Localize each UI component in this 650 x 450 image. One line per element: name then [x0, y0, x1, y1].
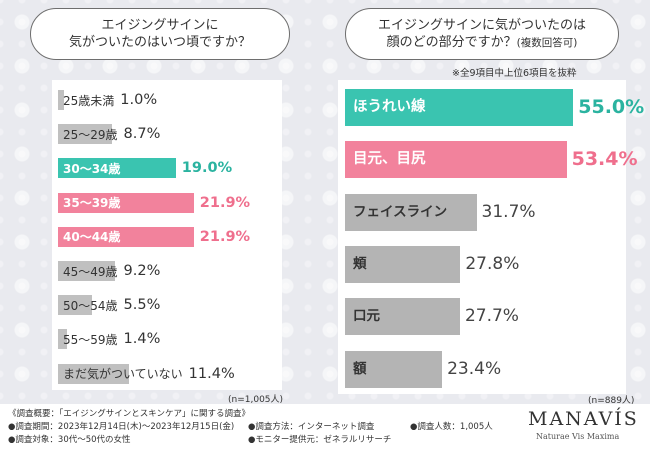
face-area-category-label: フェイスライン [353, 203, 448, 220]
top-items-note: ※全9項目中上位6項目を抜粋 [452, 68, 577, 79]
age-bar-row: 25歳未満 1.0% [58, 90, 157, 110]
age-bar-row: 30〜34歳 19.0% [58, 158, 232, 179]
brand-tagline: Naturae Vis Maxima [536, 432, 620, 441]
face-area-value-label: 31.7% [481, 201, 536, 222]
age-bar-row: まだ気がついていない 11.4% [58, 363, 235, 384]
age-bar [58, 90, 65, 110]
survey-provider: ●モニター提供元：ゼネラルリサーチ [248, 435, 392, 445]
right-question-bubble: エイジングサインに気がついたのは 顔のどの部分ですか？(複数回答可) [345, 8, 619, 60]
age-value-label: 1.0% [120, 92, 158, 108]
face-area-category-label: 口元 [353, 308, 380, 325]
age-bar-row: 55〜59歳 1.4% [58, 329, 160, 350]
age-bar [58, 226, 194, 247]
survey-footer: 《調査概要：「エイジングサインとスキンケア」に関する調査》 ●調査期間：2023… [0, 404, 650, 450]
right-sample-size: (n=889人) [588, 396, 635, 406]
survey-period: ●調査期間：2023年12月14日(木)〜2023年12月15日(金) [8, 422, 235, 432]
face-area-category-label: 目元、目尻 [353, 151, 426, 168]
left-question-line2: 気がついたのはいつ頃ですか？ [68, 35, 251, 50]
age-bar-row: 40〜44歳 21.9% [58, 226, 250, 247]
age-category-label: 25歳未満 [63, 93, 115, 108]
age-category-label: 25〜29歳 [63, 127, 118, 142]
face-area-bar [345, 89, 574, 126]
survey-target: ●調査対象：30代〜50代の女性 [8, 435, 131, 445]
age-bar-row: 25〜29歳 8.7% [58, 124, 160, 145]
age-bar [58, 329, 67, 350]
right-question-note: (複数回答可) [516, 36, 578, 49]
age-value-label: 5.5% [123, 297, 161, 314]
age-value-label: 8.7% [123, 126, 161, 143]
age-bar [58, 261, 116, 281]
brand-logo: MANAVÍS [528, 408, 639, 430]
survey-outline: 《調査概要：「エイジングサインとスキンケア」に関する調査》 [8, 409, 250, 419]
left-sample-size: (n=1,005人) [228, 395, 284, 405]
age-bar-row: 35〜39歳 21.9% [58, 192, 250, 213]
age-value-label: 21.9% [199, 194, 251, 211]
face-area-value-label: 53.4% [571, 148, 638, 171]
age-value-label: 21.9% [199, 228, 251, 245]
survey-method: ●調査方法：インターネット調査 [248, 422, 375, 432]
age-bar [58, 295, 93, 316]
face-area-value-label: 27.8% [465, 253, 520, 274]
age-bar-row: 50〜54歳 5.5% [58, 295, 160, 316]
face-area-category-label: 額 [353, 360, 367, 377]
age-bar [58, 124, 112, 145]
age-category-label: 30〜34歳 [63, 161, 121, 176]
age-bar [58, 192, 194, 213]
face-area-category-label: 頬 [353, 255, 367, 272]
age-value-label: 19.0% [181, 160, 233, 177]
right-question-line1: エイジングサインに気がついたのは [377, 17, 586, 33]
age-value-label: 9.2% [123, 263, 161, 279]
age-bar [58, 363, 129, 384]
survey-count: ●調査人数：1,005人 [410, 422, 493, 432]
face-area-value-label: 27.7% [464, 306, 519, 327]
left-question-bubble: エイジングサインに 気がついたのはいつ頃ですか？ [30, 8, 290, 60]
right-chart-panel [338, 80, 626, 394]
age-category-label: 55〜59歳 [63, 332, 118, 347]
face-area-bar [345, 298, 460, 336]
age-category-label: まだ気がついていない [63, 367, 183, 382]
face-area-bar [345, 141, 567, 179]
face-area-value-label: 55.0% [578, 96, 645, 118]
age-category-label: 40〜44歳 [63, 230, 121, 245]
age-category-label: 50〜54歳 [63, 298, 118, 313]
right-question-line2: 顔のどの部分ですか？ [386, 34, 517, 50]
age-value-label: 11.4% [188, 365, 235, 382]
age-category-label: 45〜49歳 [63, 264, 118, 279]
face-area-bar [345, 245, 461, 283]
left-question-line1: エイジングサインに [101, 18, 219, 33]
face-area-bar [345, 350, 443, 388]
age-bar [58, 158, 176, 179]
age-bar-row: 45〜49歳 9.2% [58, 261, 160, 281]
face-area-bar [345, 193, 477, 231]
face-area-value-label: 23.4% [447, 358, 502, 379]
age-value-label: 1.4% [123, 331, 161, 348]
face-area-category-label: ほうれい線 [353, 99, 426, 115]
age-category-label: 35〜39歳 [63, 196, 121, 211]
